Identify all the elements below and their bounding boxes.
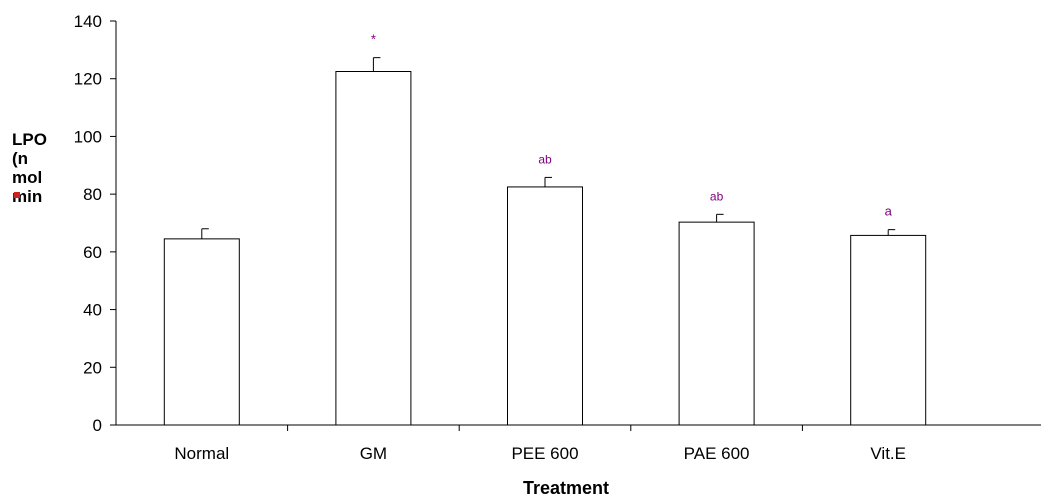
bar [507,186,583,426]
bar [850,234,927,426]
significance-label: ab [710,189,724,203]
y-tick-label: 120 [74,70,102,89]
y-tick-label: 40 [83,301,102,320]
tick-labels: 0 20 40 60 80 100 120 140 Normal GM PEE 600 PAE 600… [74,12,906,463]
y-tick-label: 140 [74,12,102,31]
x-tick-label: Normal [174,444,229,463]
y-axis-title-line-4: min [12,187,43,206]
significance-label: ab [538,152,552,166]
bars [163,71,927,426]
y-tick-label: 80 [83,185,102,204]
significance-label: a [885,204,893,219]
y-tick-label: 0 [93,416,102,435]
bar [335,71,412,426]
x-tick-label: Vit.E [870,444,906,463]
x-tick-label: GM [360,444,387,463]
x-tick-label: PAE 600 [684,444,750,463]
label-marker [14,192,20,198]
y-tick-label: 100 [74,127,102,146]
bar [163,238,240,426]
y-tick-label: 20 [83,358,102,377]
significance-label: * [371,32,376,47]
error-bars [201,57,896,239]
y-axis-title-line-3: mol [12,168,43,187]
x-tick-label: PEE 600 [511,444,578,463]
y-axis-title: LPO (n mol min [12,130,47,206]
significance-labels: * ab ab a [371,32,893,219]
bar [678,221,755,426]
y-tick-label: 60 [83,243,102,262]
y-axis-title-line-1: LPO [12,130,47,149]
x-axis-title: Treatment [523,478,609,498]
y-axis-title-line-2: (n [12,149,29,168]
